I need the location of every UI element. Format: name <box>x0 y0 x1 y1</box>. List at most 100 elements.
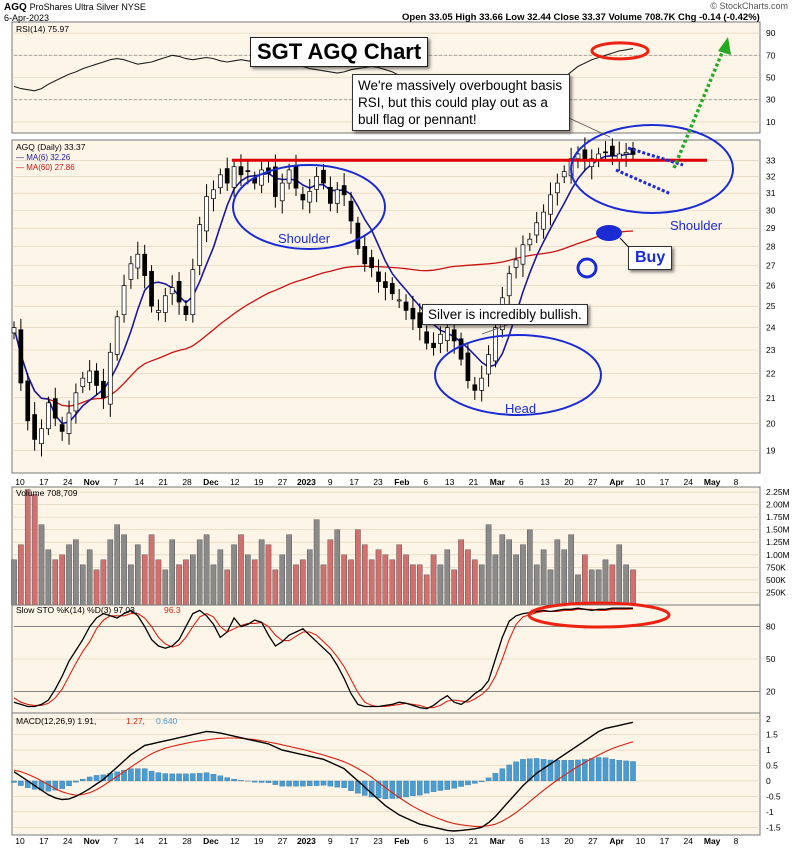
candle-body <box>66 412 72 434</box>
macd-histogram-bar <box>472 780 478 784</box>
price-x-label: Mar <box>490 477 506 487</box>
volume-bar <box>623 564 629 606</box>
macd-histogram-bar <box>210 774 217 782</box>
chart-title: SGT AGQ Chart <box>257 39 422 64</box>
price-tick-label: 26 <box>766 281 776 291</box>
macd-histogram-bar <box>176 773 182 782</box>
candle-body <box>211 189 216 200</box>
macd-histogram-bar <box>582 759 588 782</box>
header-symbol-line: AGQ ProShares Ultra Silver NYSE <box>4 2 146 13</box>
macd-histogram-bar <box>162 773 169 782</box>
price-tick-label: 21 <box>766 393 776 403</box>
macd-tick-label: 0.5 <box>766 761 778 771</box>
silver-note-box: Silver is incredibly bullish. <box>422 304 588 325</box>
price-tick-label: 32 <box>766 171 776 181</box>
volume-bar <box>458 539 464 606</box>
volume-tick-label: 500K <box>766 575 786 585</box>
price-x-label: 8 <box>734 477 739 487</box>
volume-bar <box>196 539 203 606</box>
candle-body <box>238 166 244 176</box>
volume-bar <box>107 539 114 606</box>
candle-body <box>39 428 44 445</box>
candle-body <box>101 380 106 399</box>
macd-tick-label: 0 <box>766 776 771 786</box>
bottom-x-label: 2023 <box>297 836 316 846</box>
price-tick-label: 22 <box>766 368 776 378</box>
macd-tick-label: 1 <box>766 745 771 755</box>
bottom-x-label: 21 <box>158 836 168 846</box>
macd-histogram-bar <box>575 759 581 782</box>
candle-body <box>554 182 560 194</box>
candle-body <box>486 354 491 375</box>
volume-bar <box>630 569 636 606</box>
price-x-label: 19 <box>254 477 264 487</box>
volume-tick-label: 2.25M <box>766 487 790 497</box>
volume-bar <box>355 529 361 606</box>
volume-bar <box>602 559 609 606</box>
volume-bar <box>561 549 568 606</box>
macd-histogram-bar <box>527 758 533 782</box>
candle-body <box>541 211 546 230</box>
rsi-legend: RSI(14) 75.97 <box>16 24 69 34</box>
macd-tick-label: -1 <box>766 807 774 817</box>
candle-body <box>520 244 526 265</box>
volume-bar <box>568 534 574 606</box>
ma60-legend: — MA(60) 27.86 <box>16 163 75 172</box>
candle-body <box>431 342 436 349</box>
price-x-label: 17 <box>349 477 359 487</box>
macd-histogram-bar <box>18 780 24 786</box>
price-x-label: Nov <box>84 477 100 487</box>
macd-histogram-bar <box>458 780 464 787</box>
price-x-label: 7 <box>113 477 118 487</box>
bottom-x-label: 13 <box>540 836 550 846</box>
volume-tick-label: 1.50M <box>766 525 790 535</box>
volume-bar <box>183 559 189 606</box>
volume-bar <box>410 564 416 606</box>
volume-bar <box>300 559 306 606</box>
volume-bar <box>128 564 134 606</box>
volume-bar <box>31 494 38 606</box>
volume-bar <box>368 559 375 606</box>
macd-histogram-bar <box>485 777 492 782</box>
volume-bar <box>513 554 519 606</box>
volume-bar <box>134 544 141 606</box>
macd-histogram-bar <box>403 780 409 798</box>
volume-bar <box>451 569 457 606</box>
macd-histogram-bar <box>547 759 554 782</box>
volume-bar <box>24 489 31 606</box>
macd-histogram-bar <box>313 780 320 786</box>
header-date: 6-Apr-2023 <box>4 13 50 23</box>
volume-tick-label: 750K <box>766 562 786 572</box>
volume-bar <box>313 519 320 606</box>
candle-body <box>321 169 326 184</box>
macd-tick-label: -1.5 <box>766 822 781 832</box>
bottom-x-label: 14 <box>135 836 145 846</box>
bottom-x-label: 17 <box>660 836 670 846</box>
volume-bar <box>609 564 616 606</box>
macd-histogram-bar <box>59 780 65 789</box>
volume-bar <box>554 539 561 606</box>
macd-histogram-bar <box>135 768 141 782</box>
volume-bar <box>86 549 93 606</box>
macd-histogram-bar <box>203 772 210 782</box>
bottom-x-label: 27 <box>278 836 288 846</box>
bottom-x-label: 24 <box>684 836 694 846</box>
candle-body <box>156 310 161 313</box>
price-x-label: 6 <box>423 477 428 487</box>
macd-histogram-bar <box>602 757 609 782</box>
buy-label: Buy <box>635 249 666 266</box>
macd-histogram-bar <box>73 780 79 783</box>
volume-bar <box>492 554 499 606</box>
price-tick-label: 29 <box>766 223 776 233</box>
candle-body <box>149 271 154 307</box>
bottom-x-label: 8 <box>734 836 739 846</box>
price-x-label: 2023 <box>297 477 316 487</box>
macd-histogram-bar <box>155 772 162 782</box>
macd-histogram-bar <box>588 758 595 782</box>
macd-signal-line <box>13 737 634 827</box>
macd-hist-value: 0.640 <box>156 716 178 726</box>
candle-body <box>142 253 148 276</box>
macd-tick-label: 2 <box>766 714 771 724</box>
bottom-x-label: 27 <box>588 836 598 846</box>
buy-label-box: Buy <box>628 246 673 270</box>
